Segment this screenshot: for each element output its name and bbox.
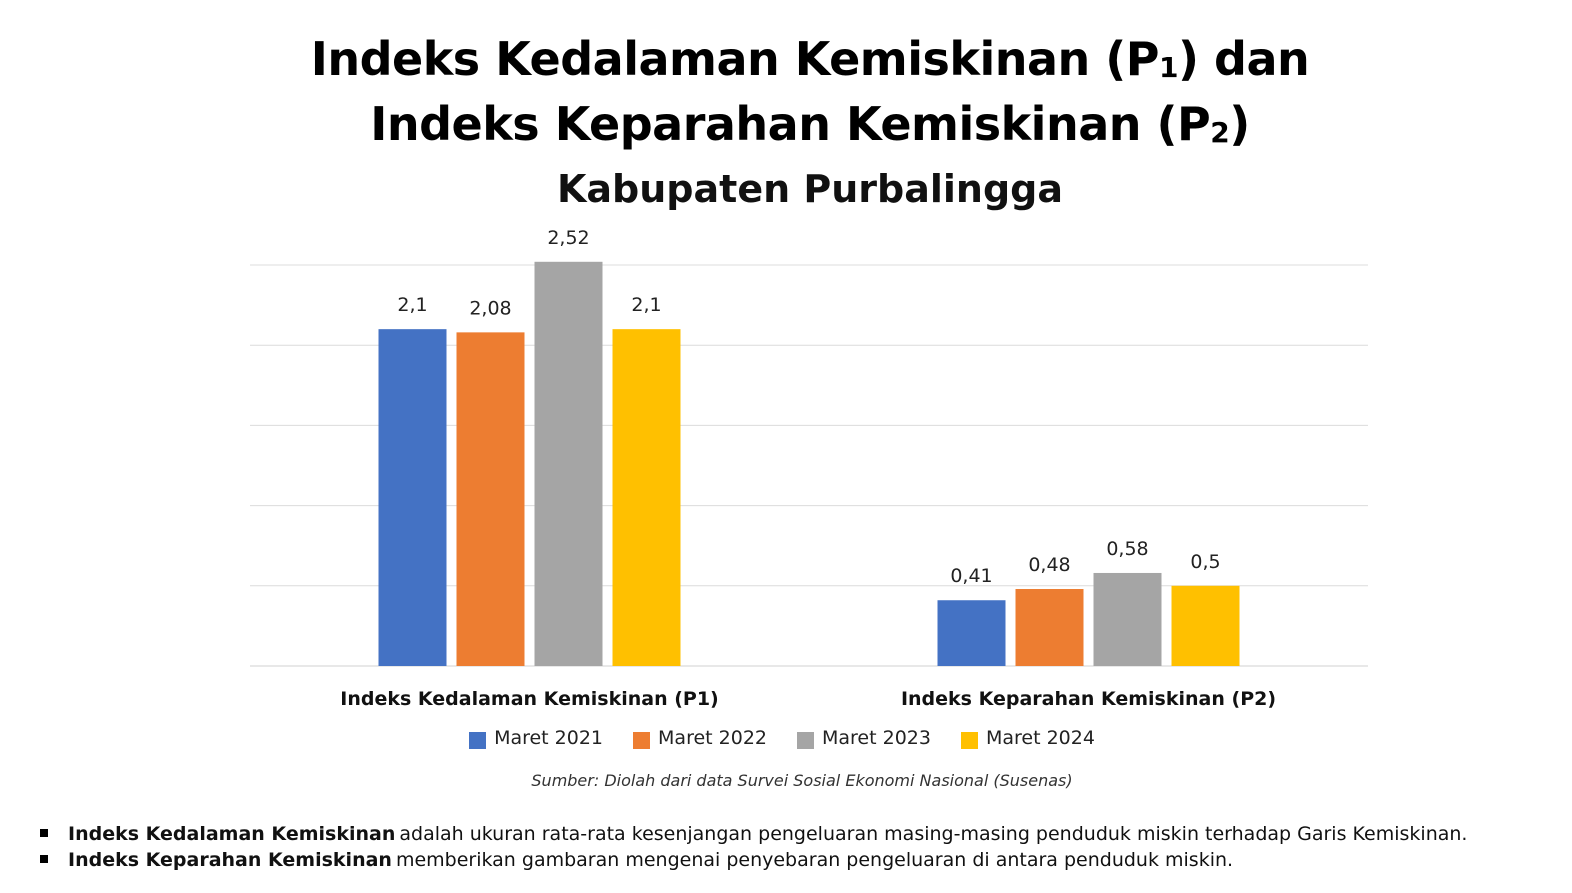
legend-swatch [633, 732, 651, 749]
legend-label: Maret 2021 [494, 726, 604, 749]
note-text: memberikan gambaran mengenai penyebaran … [395, 849, 1234, 871]
legend-swatch [797, 732, 814, 749]
legend-label: Maret 2023 [822, 726, 931, 749]
legend-label: Maret 2024 [985, 726, 1095, 749]
bar [1171, 585, 1240, 666]
data-label: 2,1 [631, 294, 661, 316]
bar [1093, 572, 1162, 666]
note-term: Indeks Kedalaman Kemiskinan [68, 823, 396, 845]
definition-notes: Indeks Kedalaman Kemiskinan adalah ukuran… [40, 821, 1570, 873]
bar [456, 332, 525, 666]
data-label: 2,1 [397, 294, 427, 316]
category-label: Indeks Keparahan Kemiskinan (P2) [901, 688, 1276, 710]
bullet-icon [40, 829, 48, 837]
bullet-icon [40, 855, 48, 863]
bar [937, 600, 1006, 666]
chart-subtitle: Kabupaten Purbalingga [556, 167, 1064, 211]
data-label: 0,41 [950, 565, 992, 587]
data-label: 0,5 [1190, 551, 1220, 573]
chart-legend: Maret 2021 Maret 2022 Maret 2023 Maret 2… [0, 726, 1564, 749]
legend-swatch [469, 732, 487, 749]
data-label: 0,48 [1028, 554, 1070, 576]
source-note: Sumber: Diolah dari data Survei Sosial E… [531, 771, 1073, 790]
legend-item: Maret 2023 [797, 726, 931, 749]
bar [378, 329, 447, 666]
note-item: Indeks Kedalaman Kemiskinan adalah ukuran… [40, 821, 1570, 847]
data-label: 0,58 [1106, 538, 1148, 560]
bar [1015, 589, 1084, 666]
data-label: 2,08 [469, 297, 511, 319]
legend-item: Maret 2022 [633, 726, 767, 749]
legend-label: Maret 2022 [658, 726, 767, 749]
legend-item: Maret 2024 [960, 726, 1095, 749]
bar [534, 261, 603, 666]
category-label: Indeks Kedalaman Kemiskinan (P1) [340, 688, 718, 710]
legend-item: Maret 2021 [469, 726, 603, 749]
bar [612, 329, 681, 666]
chart-title-block: Indeks Kedalaman Kemiskinan (P1) dan Ind… [0, 30, 1572, 216]
note-text: adalah ukuran rata-rata kesenjangan peng… [399, 823, 1468, 845]
data-label: 2,52 [547, 227, 589, 249]
note-item: Indeks Keparahan Kemiskinan memberikan ga… [40, 847, 1570, 873]
legend-swatch [960, 732, 978, 749]
note-term: Indeks Keparahan Kemiskinan [68, 849, 392, 871]
chart-title-line-2: Indeks Keparahan Kemiskinan (P2) [370, 97, 1250, 151]
bar-chart: 2,1 2,08 2,52 2,1 Indeks Kedalaman Kemiskina… [250, 227, 1368, 710]
chart-title-line-1: Indeks Kedalaman Kemiskinan (P1) dan [310, 32, 1310, 86]
